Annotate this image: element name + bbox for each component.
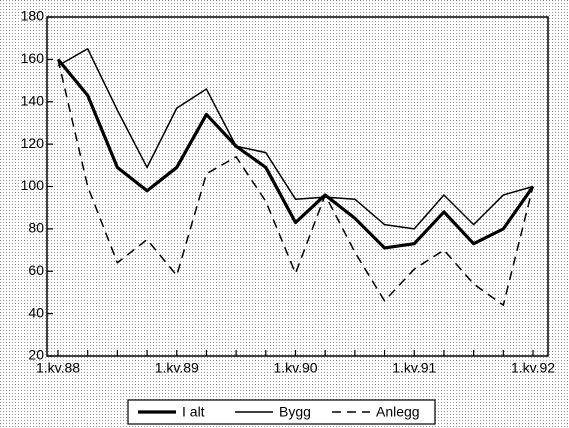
- series-line: [57, 48, 534, 230]
- y-tick-label: 180: [21, 8, 45, 24]
- legend-label: I alt: [182, 404, 205, 420]
- y-tick-label: 120: [21, 135, 45, 151]
- y-tick-label: 40: [28, 304, 44, 320]
- x-tick-label: 1.kv.88: [36, 360, 80, 376]
- y-tick-label: 20: [28, 347, 44, 363]
- y-tick-label: 160: [21, 50, 45, 66]
- x-tick-label: 1.kv.92: [511, 360, 555, 376]
- y-tick-label: 60: [28, 262, 44, 278]
- y-tick-label: 80: [28, 220, 44, 236]
- x-tick-label: 1.kv.90: [273, 360, 317, 376]
- x-tick-label: 1.kv.89: [155, 360, 199, 376]
- y-tick-label: 100: [21, 177, 45, 193]
- series-line: [56, 58, 535, 250]
- legend-label: Anlegg: [376, 404, 420, 420]
- legend-label: Bygg: [279, 404, 311, 420]
- y-tick-label: 140: [21, 92, 45, 108]
- legend-box: [127, 399, 436, 425]
- x-tick-label: 1.kv.91: [392, 360, 436, 376]
